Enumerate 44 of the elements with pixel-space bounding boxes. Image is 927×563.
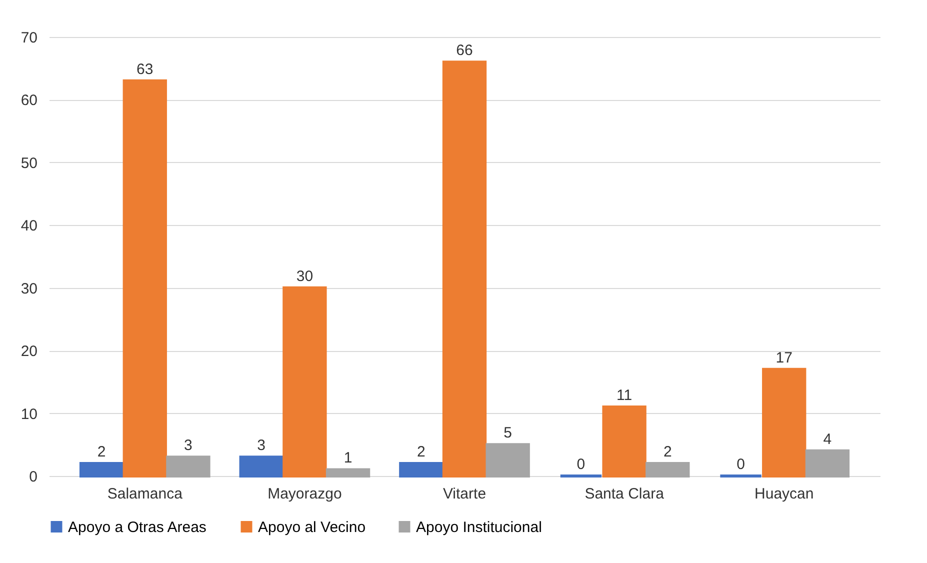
bar (239, 456, 284, 478)
data-label: 5 (504, 424, 512, 442)
bar (282, 286, 327, 478)
data-label: 2 (416, 443, 426, 460)
x-tick-label: Santa Clara (584, 486, 665, 502)
x-tick-label: Salamanca (107, 486, 184, 502)
bar (326, 468, 370, 478)
bar (442, 60, 487, 478)
data-label: 1 (344, 450, 352, 467)
x-tick-label: Vitarte (442, 486, 486, 502)
bar (762, 368, 806, 478)
data-label: 4 (823, 430, 832, 448)
y-tick-label: 10 (20, 406, 38, 423)
bar (79, 462, 124, 478)
bar (805, 449, 850, 478)
legend-label: Apoyo Institucional (416, 518, 542, 536)
legend-label: Apoyo al Vecino (258, 518, 366, 536)
x-tick-label: Huaycan (754, 486, 814, 502)
y-tick-label: 50 (20, 154, 38, 172)
data-label: 63 (136, 60, 154, 78)
y-tick-label: 0 (29, 468, 38, 486)
data-label: 0 (736, 456, 745, 473)
x-tick-label: Mayorazgo (268, 486, 342, 502)
legend-label: Apoyo a Otras Areas (68, 518, 206, 536)
y-tick-label: 60 (20, 92, 38, 110)
data-label: 17 (776, 349, 792, 366)
data-label: 3 (257, 437, 266, 454)
y-tick-label: 70 (20, 30, 38, 46)
bar (602, 406, 646, 478)
y-tick-label: 20 (20, 343, 38, 360)
bar (122, 79, 167, 478)
bar (399, 462, 444, 478)
data-label: 2 (663, 443, 672, 460)
data-label: 66 (456, 42, 473, 60)
data-label: 30 (296, 268, 314, 285)
data-label: 11 (616, 387, 632, 404)
data-label: 2 (97, 443, 106, 460)
bar (486, 443, 530, 478)
data-label: 3 (184, 437, 192, 454)
bar (166, 456, 210, 478)
y-tick-label: 30 (20, 280, 38, 298)
y-tick-label: 40 (20, 218, 38, 235)
data-label: 0 (576, 456, 586, 473)
bar (646, 462, 690, 478)
